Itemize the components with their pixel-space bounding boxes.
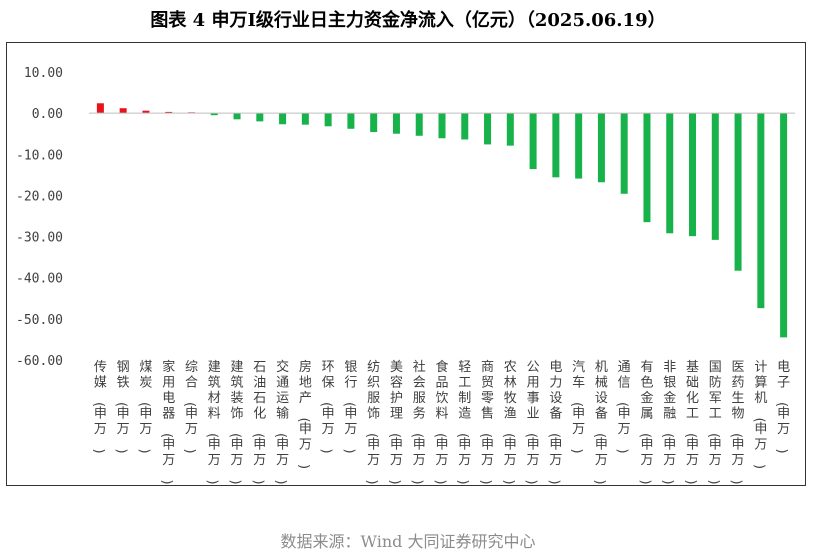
category-label: 石油石化(申万) (250, 360, 266, 485)
category-label: 建筑材料(申万) (205, 360, 221, 485)
category-label: 汽车(申万) (569, 360, 585, 454)
chart-title: 图表 4 申万I级行业日主力资金净流入（亿元）（2025.06.19） (150, 10, 666, 31)
bar (461, 113, 469, 140)
category-label: 家用电器(申万) (159, 359, 175, 485)
y-tick-label: -30.00 (16, 231, 63, 246)
category-label: 非银金融(申万) (660, 360, 676, 485)
bar (597, 113, 605, 183)
category-label: 电子(申万) (774, 360, 790, 454)
category-label: 房地产(申万) (296, 359, 312, 469)
category-label: 煤炭(申万) (136, 360, 152, 454)
bar (392, 113, 400, 134)
y-tick-label: -40.00 (16, 272, 63, 287)
category-label: 医药生物(申万) (729, 360, 745, 485)
y-tick-label: -60.00 (16, 354, 63, 369)
category-label: 机械设备(申万) (592, 360, 608, 485)
category-label: 食品饮料(申万) (432, 359, 448, 485)
bar (301, 113, 309, 125)
chart-area: 10.00 0.00 -10.00 -20.00 -30.00 -40.00 -50.00 -… (6, 42, 806, 486)
category-label: 美容护理(申万) (387, 360, 403, 485)
category-label: 通信(申万) (615, 360, 631, 454)
category-label: 农林牧渔(申万) (501, 360, 517, 485)
category-label: 轻工制造(申万) (455, 360, 471, 485)
y-tick-label: 0.00 (32, 107, 63, 122)
bar (643, 113, 651, 223)
category-label: 电力设备(申万) (546, 360, 562, 485)
category-label: 国防军工(申万) (706, 360, 722, 485)
bar (689, 113, 697, 237)
category-label: 计算机(申万) (751, 360, 767, 469)
category-label: 传媒(申万) (91, 360, 107, 454)
y-tick-label: -10.00 (16, 148, 63, 163)
category-label: 商贸零售(申万) (478, 360, 494, 485)
category-label: 公用事业(申万) (524, 360, 540, 485)
bar (780, 113, 788, 338)
y-tick-label: -50.00 (16, 313, 63, 328)
bar (620, 113, 628, 194)
y-tick-label: -20.00 (16, 189, 63, 204)
bar (96, 103, 104, 114)
bar (415, 113, 423, 136)
bar (666, 113, 674, 234)
bar (734, 113, 742, 271)
category-label: 交通运输(申万) (273, 359, 289, 485)
bar (552, 113, 560, 178)
bar (256, 113, 264, 122)
category-label: 建筑装饰(申万) (227, 360, 243, 485)
bar (529, 113, 537, 170)
bar (279, 113, 287, 125)
category-label: 纺织服饰(申万) (364, 360, 380, 485)
bar (210, 113, 218, 116)
bar (575, 113, 583, 179)
category-label: 综合(申万) (182, 360, 198, 454)
y-tick-label: 10.00 (24, 66, 63, 81)
bar (438, 113, 446, 139)
bar (233, 113, 241, 120)
bar (142, 110, 150, 114)
bar (484, 113, 492, 145)
category-label: 银行(申万) (341, 360, 357, 454)
bar-chart: 10.00 0.00 -10.00 -20.00 -30.00 -40.00 -50.00 -… (16, 66, 795, 485)
bar (119, 108, 127, 114)
bar (347, 113, 355, 129)
bar (165, 111, 173, 114)
bar (370, 113, 378, 133)
bar (324, 113, 332, 127)
category-label: 有色金属(申万) (637, 360, 653, 485)
bar (506, 113, 514, 146)
category-label: 社会服务(申万) (410, 359, 426, 485)
category-label: 环保(申万) (319, 360, 335, 454)
data-source: 数据来源：Wind 大同证券研究中心 (280, 532, 536, 551)
category-label: 基础化工(申万) (683, 360, 699, 485)
category-label: 钢铁(申万) (114, 360, 130, 454)
bar (711, 113, 719, 240)
bar (757, 113, 765, 309)
